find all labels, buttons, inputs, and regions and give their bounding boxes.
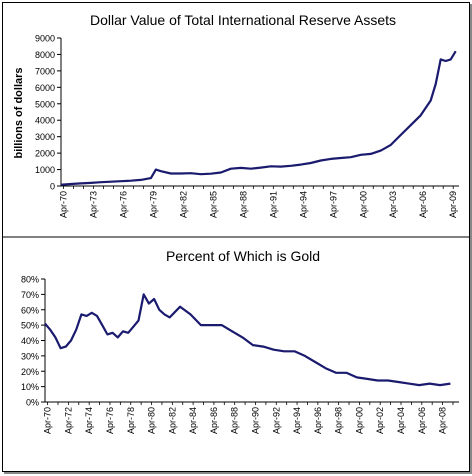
y-tick-label: 40% bbox=[21, 336, 39, 346]
y-tick-label: 8000 bbox=[35, 50, 55, 60]
x-tick-label: Apr-82 bbox=[178, 191, 188, 218]
gold-percent-chart: Percent of Which is Gold 0% 10% 20% 30% 40% 5… bbox=[21, 248, 459, 434]
x-tick-label: Apr-03 bbox=[388, 191, 398, 218]
series-line bbox=[60, 50, 457, 186]
x-tick-label: Apr-02 bbox=[375, 407, 385, 434]
x-tick-label: Apr-84 bbox=[188, 407, 198, 434]
y-tick-label: 70% bbox=[21, 290, 39, 300]
chart-title: Percent of Which is Gold bbox=[166, 248, 320, 264]
x-tick-label: Apr-94 bbox=[292, 407, 302, 434]
x-tick-label: Apr-98 bbox=[334, 407, 344, 434]
chart-title: Dollar Value of Total International Rese… bbox=[90, 12, 396, 28]
x-tick-label: Apr-06 bbox=[418, 191, 428, 218]
y-tick-label: 10% bbox=[21, 382, 39, 392]
x-tick-label: Apr-86 bbox=[209, 407, 219, 434]
x-tick-label: Apr-00 bbox=[358, 191, 368, 218]
x-tick-label: Apr-74 bbox=[84, 407, 94, 434]
x-tick-label: Apr-08 bbox=[438, 407, 448, 434]
y-tick-label: 0 bbox=[50, 182, 55, 192]
y-tick-label: 30% bbox=[21, 351, 39, 361]
x-tick-label: Apr-76 bbox=[105, 407, 115, 434]
x-tick-label: Apr-79 bbox=[148, 191, 158, 218]
x-tick-label: Apr-80 bbox=[147, 407, 157, 434]
x-tick-label: Apr-88 bbox=[230, 407, 240, 434]
y-tick-label: 50% bbox=[21, 321, 39, 331]
y-tick-label: 4000 bbox=[35, 116, 55, 126]
x-tick-label: Apr-76 bbox=[118, 191, 128, 218]
y-tick-label: 9000 bbox=[35, 34, 55, 44]
x-axis: Apr-70 Apr-73 Apr-76 Apr-79 Apr-82 Apr-85 Apr-… bbox=[58, 185, 459, 218]
y-axis-label: billions of dollars bbox=[13, 67, 25, 158]
y-tick-label: 0% bbox=[26, 398, 39, 408]
x-tick-label: Apr-00 bbox=[354, 407, 364, 434]
y-tick-label: 80% bbox=[21, 275, 39, 285]
x-tick-label: Apr-91 bbox=[268, 191, 278, 218]
x-tick-label: Apr-78 bbox=[126, 407, 136, 434]
x-tick-label: Apr-09 bbox=[448, 191, 458, 218]
x-tick-label: Apr-70 bbox=[58, 191, 68, 218]
x-tick-label: Apr-04 bbox=[396, 407, 406, 434]
y-tick-label: 2000 bbox=[35, 149, 55, 159]
x-tick-label: Apr-70 bbox=[43, 407, 53, 434]
x-tick-label: Apr-06 bbox=[417, 407, 427, 434]
y-axis: 0 1000 2000 3000 4000 5000 6000 7000 8000 9000 bbox=[35, 34, 62, 192]
x-tick-label: Apr-96 bbox=[313, 407, 323, 434]
y-tick-label: 20% bbox=[21, 367, 39, 377]
chart-frame: Dollar Value of Total International Rese… bbox=[2, 2, 470, 472]
x-tick-label: Apr-92 bbox=[271, 407, 281, 434]
x-tick-label: Apr-97 bbox=[328, 191, 338, 218]
x-tick-label: Apr-88 bbox=[238, 191, 248, 218]
charts-svg: Dollar Value of Total International Rese… bbox=[3, 12, 469, 434]
x-axis: Apr-70 Apr-72 Apr-74 Apr-76 Apr-78 Apr-80 Apr-… bbox=[43, 401, 459, 434]
series-line bbox=[44, 293, 451, 387]
reserve-assets-chart: Dollar Value of Total International Rese… bbox=[13, 12, 459, 218]
y-tick-label: 60% bbox=[21, 305, 39, 315]
y-axis: 0% 10% 20% 30% 40% 50% 60% 70% 80% bbox=[21, 275, 46, 408]
x-tick-label: Apr-72 bbox=[63, 407, 73, 434]
y-tick-label: 7000 bbox=[35, 66, 55, 76]
y-tick-label: 1000 bbox=[35, 165, 55, 175]
x-tick-label: Apr-94 bbox=[298, 191, 308, 218]
x-tick-label: Apr-85 bbox=[208, 191, 218, 218]
x-tick-label: Apr-90 bbox=[250, 407, 260, 434]
y-tick-label: 3000 bbox=[35, 132, 55, 142]
y-tick-label: 5000 bbox=[35, 99, 55, 109]
x-tick-label: Apr-73 bbox=[88, 191, 98, 218]
x-tick-label: Apr-82 bbox=[167, 407, 177, 434]
y-tick-label: 6000 bbox=[35, 83, 55, 93]
